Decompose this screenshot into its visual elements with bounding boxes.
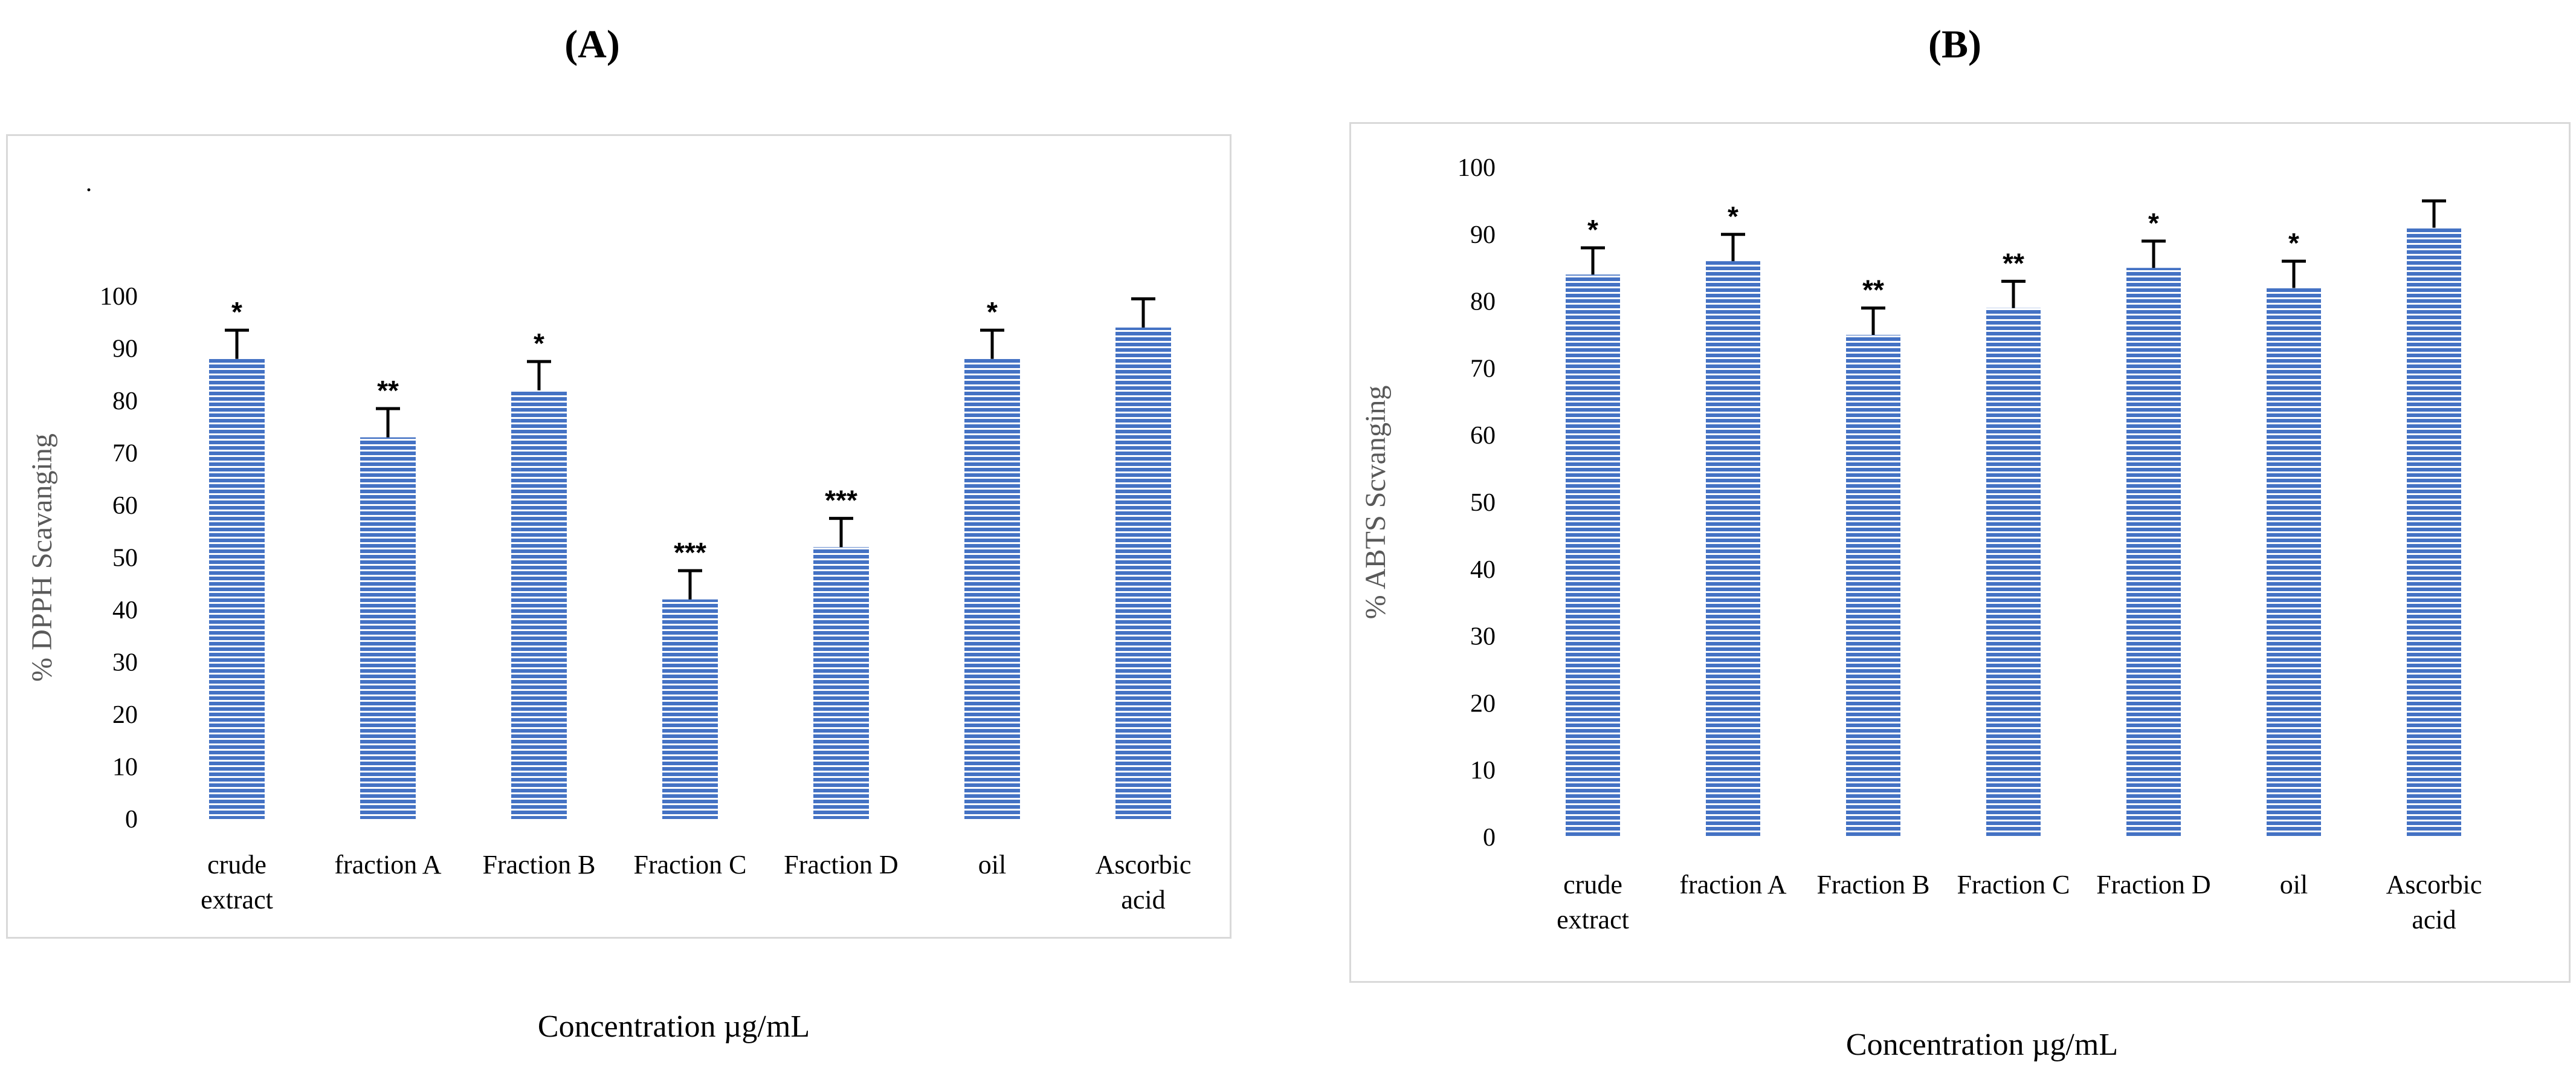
a-ytick-label: 90	[112, 335, 138, 363]
b-significance-label: *	[2288, 227, 2299, 259]
b-ytick-label: 10	[1470, 757, 1496, 785]
b-bar	[1706, 261, 1760, 837]
a-category-label: fraction A	[334, 850, 441, 879]
a-ytick-label: 80	[112, 387, 138, 415]
a-ytick-label: 10	[112, 754, 138, 782]
b-significance-label: **	[2003, 247, 2024, 279]
a-ytick-label: 70	[112, 440, 138, 468]
b-ytick-label: 100	[1457, 154, 1496, 182]
b-category-label: Fraction B	[1817, 870, 1930, 899]
a-ytick-label: 0	[125, 806, 138, 834]
a-significance-label: *	[231, 296, 242, 328]
a-ytick-label: 30	[112, 649, 138, 677]
a-bar	[662, 599, 718, 819]
panel-a-label: (A)	[564, 22, 620, 66]
a-bar	[813, 547, 869, 819]
a-x-axis-label: Concentration µg/mL	[538, 1009, 810, 1044]
b-bar	[1846, 335, 1900, 837]
a-bar	[511, 390, 567, 819]
a-bar	[360, 437, 416, 819]
a-category-label: crude	[207, 850, 266, 879]
a-significance-label: *	[987, 296, 998, 328]
b-category-label: Fraction C	[1957, 870, 2070, 899]
b-significance-label: *	[1728, 201, 1738, 232]
b-ytick-label: 40	[1470, 556, 1496, 584]
b-ytick-label: 0	[1483, 824, 1496, 852]
a-bar	[964, 358, 1020, 819]
b-bar	[2267, 288, 2321, 837]
a-ytick-label: 100	[100, 283, 138, 311]
b-significance-label: *	[1587, 214, 1598, 245]
b-ytick-label: 50	[1470, 489, 1496, 517]
b-y-axis-label: % ABTS Scvanging	[1360, 386, 1392, 620]
b-category-label: fraction A	[1679, 870, 1786, 899]
b-ytick-label: 30	[1470, 623, 1496, 651]
panel-b-frame	[1349, 122, 2571, 983]
b-ytick-label: 20	[1470, 690, 1496, 717]
b-x-axis-label: Concentration µg/mL	[1846, 1028, 2118, 1062]
a-significance-label: *	[534, 328, 544, 359]
a-category-label: oil	[978, 850, 1006, 879]
b-significance-label: *	[2148, 207, 2159, 239]
a-significance-label: ***	[674, 537, 706, 568]
a-category-label: Fraction B	[483, 850, 596, 879]
a-category-label: Fraction C	[634, 850, 747, 879]
b-bar	[1986, 308, 2041, 837]
b-bar	[2126, 268, 2181, 837]
a-category-label: Fraction D	[784, 850, 898, 879]
b-bar	[2407, 227, 2461, 838]
b-ytick-label: 80	[1470, 288, 1496, 316]
a-category-label: Ascorbic	[1096, 850, 1192, 879]
b-category-label: acid	[2412, 905, 2456, 934]
b-significance-label: **	[1862, 274, 1884, 306]
a-stray-mark: ·	[85, 176, 93, 204]
a-ytick-label: 50	[112, 545, 138, 572]
b-category-label: extract	[1557, 905, 1629, 934]
b-category-label: Fraction D	[2096, 870, 2210, 899]
a-bar	[1115, 327, 1171, 819]
a-category-label: acid	[1121, 885, 1165, 915]
a-ytick-label: 40	[112, 597, 138, 624]
b-category-label: oil	[2280, 870, 2308, 899]
a-significance-label: ***	[825, 485, 857, 516]
b-category-label: Ascorbic	[2386, 870, 2482, 899]
a-significance-label: **	[377, 375, 399, 406]
b-ytick-label: 70	[1470, 355, 1496, 383]
b-ytick-label: 60	[1470, 422, 1496, 450]
b-ytick-label: 90	[1470, 221, 1496, 249]
a-ytick-label: 60	[112, 492, 138, 520]
b-category-label: crude	[1563, 870, 1622, 899]
a-ytick-label: 20	[112, 701, 138, 729]
a-bar	[209, 358, 265, 819]
a-category-label: extract	[201, 885, 273, 915]
panel-b-label: (B)	[1928, 22, 1981, 66]
a-y-axis-label: % DPPH Scavanging	[26, 433, 58, 682]
b-bar	[1566, 274, 1620, 837]
